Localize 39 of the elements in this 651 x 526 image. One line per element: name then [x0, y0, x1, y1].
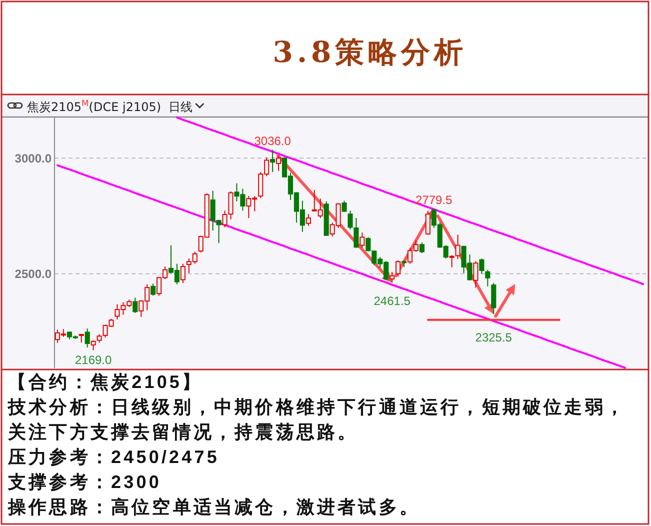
annotation: 2169.0 — [74, 353, 112, 368]
candlestick — [348, 210, 353, 230]
candlestick — [425, 210, 430, 236]
annotation: 2779.5 — [416, 193, 453, 208]
line-series — [56, 164, 626, 369]
y-tick-label: 3000.0 — [14, 151, 52, 166]
chart-title: 3.8策略分析 — [272, 35, 468, 69]
text: 关注下方支撑去留情况，持震荡思路。 — [7, 422, 358, 442]
candlestick — [180, 263, 186, 284]
text: 操作思路：高位空单适当减仓，激进者试多。 — [7, 497, 420, 517]
candlestick — [485, 269, 490, 287]
line-series — [176, 116, 644, 286]
annotation: 2461.5 — [374, 294, 411, 308]
candlestick — [84, 328, 90, 348]
candlestick — [90, 340, 96, 351]
text: 支撑参考：2300 — [7, 472, 162, 492]
candlestick — [473, 260, 478, 288]
candlestick — [419, 242, 424, 254]
text: 压力参考：2450/2475 — [7, 447, 220, 467]
candlestick — [150, 283, 156, 296]
annotation: 2325.5 — [475, 330, 512, 344]
candlestick — [396, 260, 401, 277]
candlestick — [354, 218, 359, 248]
chart-subtitle: 焦炭2105$^{M}$(DCE j2105) 日线 — [27, 98, 193, 114]
candlestick — [479, 258, 484, 274]
candlestick — [132, 297, 138, 314]
y-tick-label: 2500.0 — [14, 266, 52, 281]
candlestick — [455, 234, 460, 260]
text: 技术分析：日线级别，中期价格维持下行通道运行，短期破位走弱， — [7, 397, 626, 417]
candlestick — [306, 214, 311, 226]
text: 【合约：焦炭2105】 — [8, 372, 203, 392]
annotation: 3036.0 — [254, 134, 292, 148]
candlestick — [360, 232, 365, 248]
candlestick — [342, 200, 347, 212]
candlestick — [491, 282, 496, 315]
candlestick — [390, 271, 395, 284]
candlestick — [449, 254, 454, 268]
candlestick — [270, 149, 276, 173]
candlestick — [276, 156, 282, 172]
